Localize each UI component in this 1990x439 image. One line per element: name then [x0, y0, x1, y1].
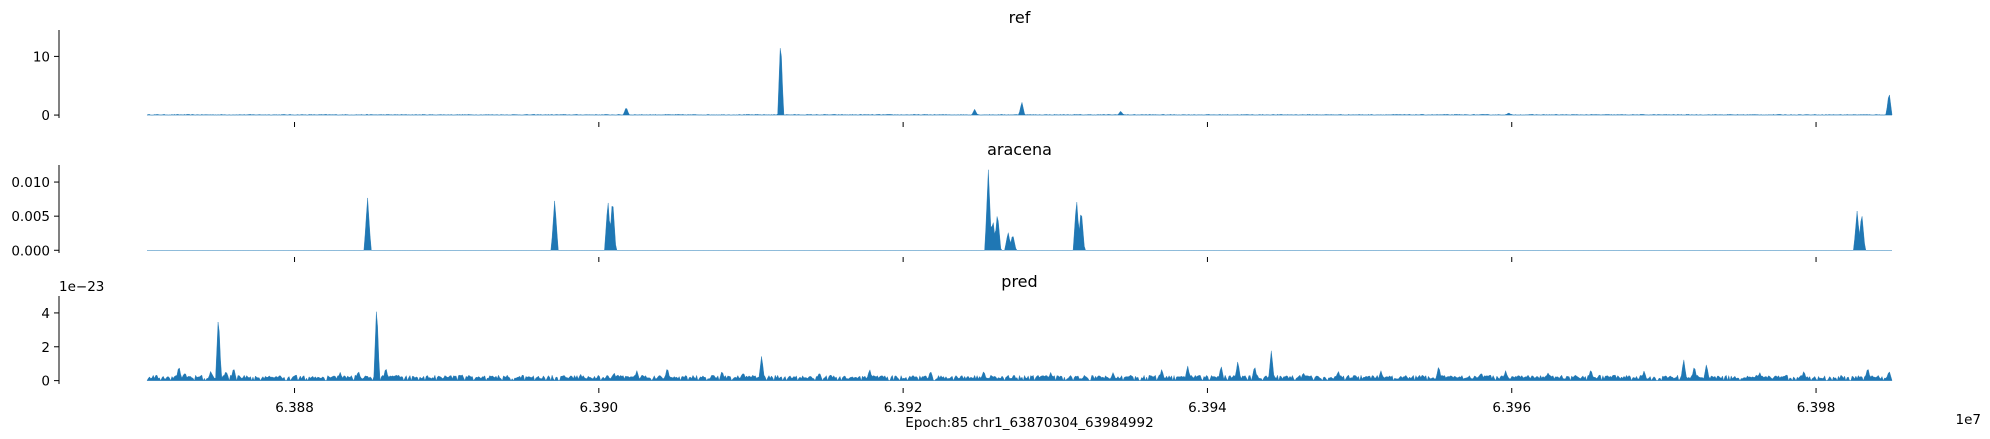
x-tick-label: 6.390 [580, 400, 619, 416]
y-offset-label: 1e−23 [59, 279, 104, 295]
panel-title: pred [1001, 272, 1037, 291]
y-tick-label: 0.010 [11, 175, 50, 191]
x-tick-label: 6.388 [275, 400, 314, 416]
y-tick-label: 10 [33, 49, 50, 65]
series-area [146, 169, 1893, 251]
x-axis-label: Epoch:85 chr1_63870304_63984992 [905, 415, 1153, 431]
panel-aracena: aracena 0.000 0.005 0.010 [11, 140, 1893, 262]
panel-ref: ref 0 10 [33, 8, 1893, 127]
x-tick-label: 6.396 [1492, 400, 1531, 416]
panel-pred: pred 0 2 4 1e−23 6.388 6.390 6.392 6.394 6.396 6.3… [41, 272, 1981, 431]
y-tick-label: 4 [41, 306, 50, 322]
y-tick-label: 0.000 [11, 243, 50, 259]
y-tick-label: 0 [41, 108, 50, 124]
series-area [146, 311, 1893, 382]
y-tick-label: 2 [41, 340, 50, 356]
panel-title: ref [1009, 8, 1031, 27]
x-tick-label: 6.398 [1797, 400, 1836, 416]
series-area [146, 48, 1893, 116]
y-tick-label: 0 [41, 374, 50, 390]
x-tick-label: 6.394 [1188, 400, 1227, 416]
x-tick-label: 6.392 [884, 400, 923, 416]
panel-title: aracena [987, 140, 1052, 159]
x-offset-label: 1e7 [1956, 412, 1981, 428]
y-tick-label: 0.005 [11, 209, 50, 225]
